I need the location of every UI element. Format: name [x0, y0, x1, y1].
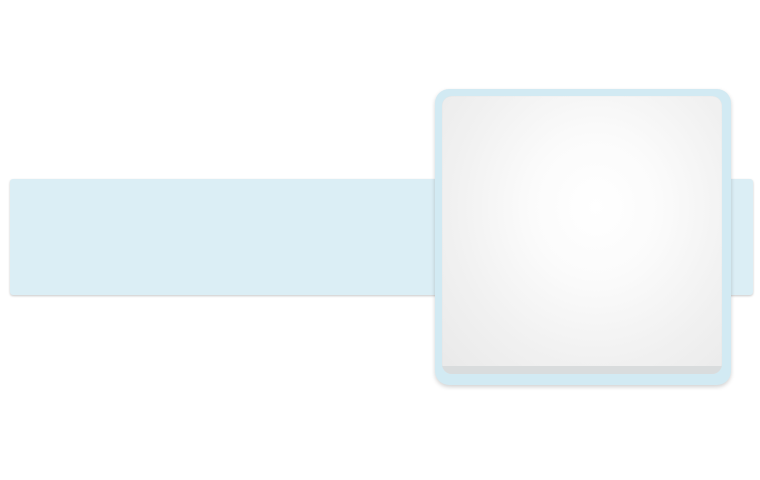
card-footer-strip — [442, 366, 722, 374]
card-panel[interactable] — [442, 96, 722, 374]
card-frame — [435, 89, 731, 385]
